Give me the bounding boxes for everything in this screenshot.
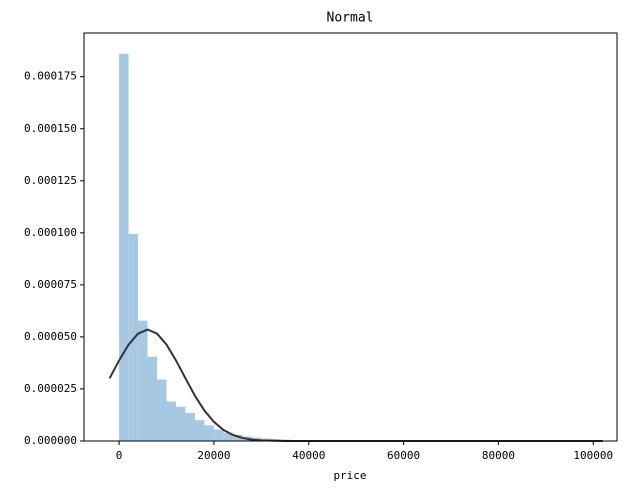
y-tick-label: 0.000175 [24,70,77,83]
y-tick-label: 0.000000 [24,434,77,447]
x-tick-label: 100000 [573,449,613,462]
x-tick-label: 20000 [197,449,230,462]
histogram-bar [148,357,157,441]
histogram-bar [214,430,223,441]
y-tick-label: 0.000050 [24,330,77,343]
x-tick-label: 80000 [482,449,515,462]
y-tick-label: 0.000125 [24,174,77,187]
y-tick-label: 0.000075 [24,278,77,291]
chart-title: Normal [327,11,374,26]
y-tick-label: 0.000150 [24,122,77,135]
histogram-bar [195,420,204,441]
x-tick-label: 60000 [387,449,420,462]
histogram-bar [204,425,213,441]
histogram-bar [185,413,194,441]
x-axis-label: price [333,469,366,482]
histogram-bar [138,321,147,441]
y-tick-label: 0.000025 [24,382,77,395]
histogram-bar [176,407,185,441]
histogram-bar [167,401,176,441]
x-tick-label: 40000 [292,449,325,462]
y-tick-label: 0.000100 [24,226,77,239]
histogram-bar [129,234,138,441]
x-tick-label: 0 [116,449,123,462]
histogram-bar [119,54,128,441]
histogram-bar [157,380,166,441]
